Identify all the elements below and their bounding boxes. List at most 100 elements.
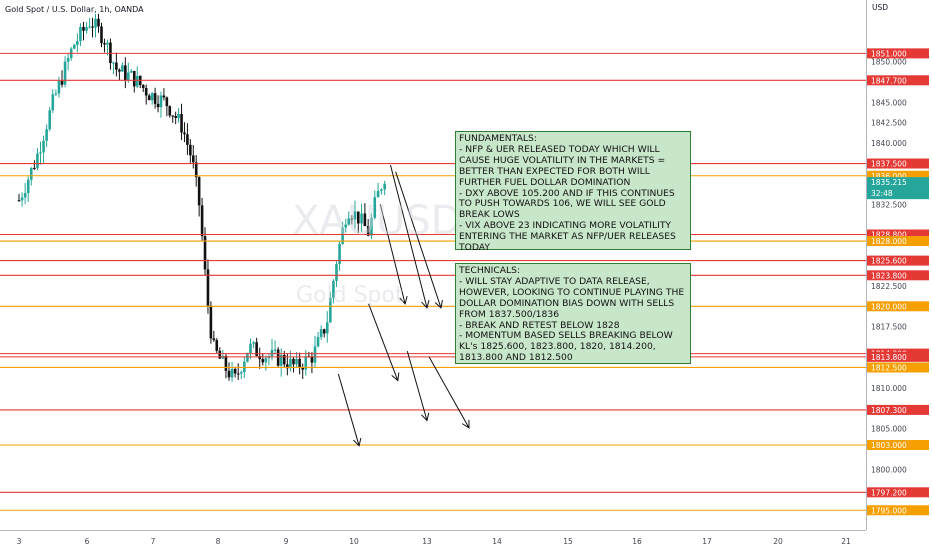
candle-body	[366, 226, 370, 236]
note-heading: FUNDAMENTALS:	[459, 133, 537, 144]
candle-body	[344, 224, 348, 228]
candle-body	[255, 342, 258, 356]
candle-body	[304, 356, 308, 370]
candle-body	[335, 264, 338, 281]
current-price-label-text: 1835.215	[871, 178, 907, 187]
technicals-note[interactable]: TECHNICALS: - WILL STAY ADAPTIVE TO DATA…	[455, 263, 691, 364]
price-level-label	[867, 236, 929, 247]
candle-body	[48, 110, 52, 130]
candle-body	[215, 340, 219, 351]
price-level-label	[867, 404, 929, 415]
x-tick-label: 8	[216, 537, 221, 546]
candle-body	[338, 243, 341, 265]
price-level-label	[867, 170, 929, 181]
candle-body	[227, 370, 231, 378]
candle-body	[162, 95, 166, 98]
arrow-head	[461, 419, 470, 429]
candle-body	[109, 42, 112, 64]
candle-body	[209, 305, 213, 339]
arrow-head	[391, 372, 400, 382]
candle-body	[45, 129, 48, 141]
x-tick-label: 6	[85, 537, 90, 546]
sell-arrow	[337, 373, 360, 446]
candle-body	[316, 337, 320, 347]
x-tick-label: 20	[773, 537, 783, 546]
sell-arrow	[395, 171, 442, 309]
candle-body	[180, 114, 183, 133]
candle-body	[100, 26, 103, 44]
x-tick-label: 16	[632, 537, 642, 546]
x-tick-label: 17	[702, 537, 712, 546]
candle-body	[147, 95, 151, 101]
note-line: - MOMENTUM BASED SELLS BREAKING BELOW KL…	[459, 330, 676, 364]
candle-body	[97, 18, 100, 27]
price-level-label-text: 1797.200	[871, 488, 907, 497]
candle-body	[236, 373, 240, 375]
price-level-label	[867, 505, 929, 516]
candle-body	[54, 93, 58, 95]
candle-body	[233, 368, 237, 374]
candle-body	[224, 355, 228, 371]
arrow-head	[434, 299, 443, 309]
candle-body	[88, 26, 91, 28]
y-tick-label: 1840.000	[871, 139, 907, 148]
candle-body	[17, 200, 21, 202]
candle-body	[273, 349, 277, 351]
candle-body	[380, 189, 383, 191]
sell-arrow	[390, 165, 428, 309]
candle-body	[383, 183, 386, 190]
sell-arrow	[379, 204, 406, 304]
y-tick-label: 1845.000	[871, 98, 907, 107]
price-level-label-text: 1823.800	[871, 271, 907, 280]
candle-body	[63, 61, 67, 85]
candle-body	[203, 236, 207, 270]
candle-body	[360, 213, 363, 224]
price-level-label-text: 1851.000	[871, 49, 907, 58]
candle-body	[103, 43, 106, 45]
chart-title: Gold Spot / U.S. Dollar, 1h, OANDA	[3, 5, 146, 14]
note-line: - BREAK AND RETEST BELOW 1828	[459, 319, 620, 331]
candle-body	[72, 44, 76, 49]
arrow-head	[353, 437, 362, 447]
fundamentals-note[interactable]: FUNDAMENTALS: - NFP & UER RELEASED TODAY…	[455, 131, 691, 253]
candle-body	[177, 114, 180, 118]
candle-body	[141, 84, 145, 88]
x-tick-label: 10	[349, 537, 359, 546]
candle-body	[322, 329, 326, 334]
candle-body	[376, 190, 380, 198]
candle-body	[282, 354, 286, 365]
price-level-label	[867, 270, 929, 281]
price-level-label	[867, 48, 929, 59]
y-tick-label: 1822.500	[871, 282, 907, 291]
candle-body	[197, 177, 201, 206]
candle-body	[191, 155, 195, 163]
candle-body	[183, 132, 186, 135]
x-tick-label: 14	[492, 537, 502, 546]
candle-body	[292, 358, 295, 365]
candle-body	[289, 358, 292, 369]
candle-body	[329, 297, 332, 323]
x-tick-label: 15	[563, 537, 573, 546]
candle-body	[239, 372, 243, 374]
price-level-label	[867, 158, 929, 169]
candle-body	[174, 115, 177, 118]
candle-body	[347, 218, 351, 225]
price-level-label	[867, 301, 929, 312]
candle-body	[206, 269, 210, 306]
candle-body	[39, 152, 42, 154]
y-tick-label: 1810.000	[871, 384, 907, 393]
candle-body	[94, 18, 97, 28]
y-tick-label: 1842.500	[871, 119, 907, 128]
price-level-label-text: 1836.000	[871, 172, 907, 181]
currency-label: USD	[872, 3, 888, 12]
candle-body	[57, 80, 61, 94]
y-tick-label: 1817.500	[871, 323, 907, 332]
candle-body	[313, 346, 317, 363]
candle-body	[319, 329, 323, 338]
candle-body	[310, 356, 314, 363]
candle-body	[156, 103, 160, 108]
candle-body	[168, 106, 172, 116]
price-level-label	[867, 75, 929, 86]
candle-body	[33, 167, 36, 169]
